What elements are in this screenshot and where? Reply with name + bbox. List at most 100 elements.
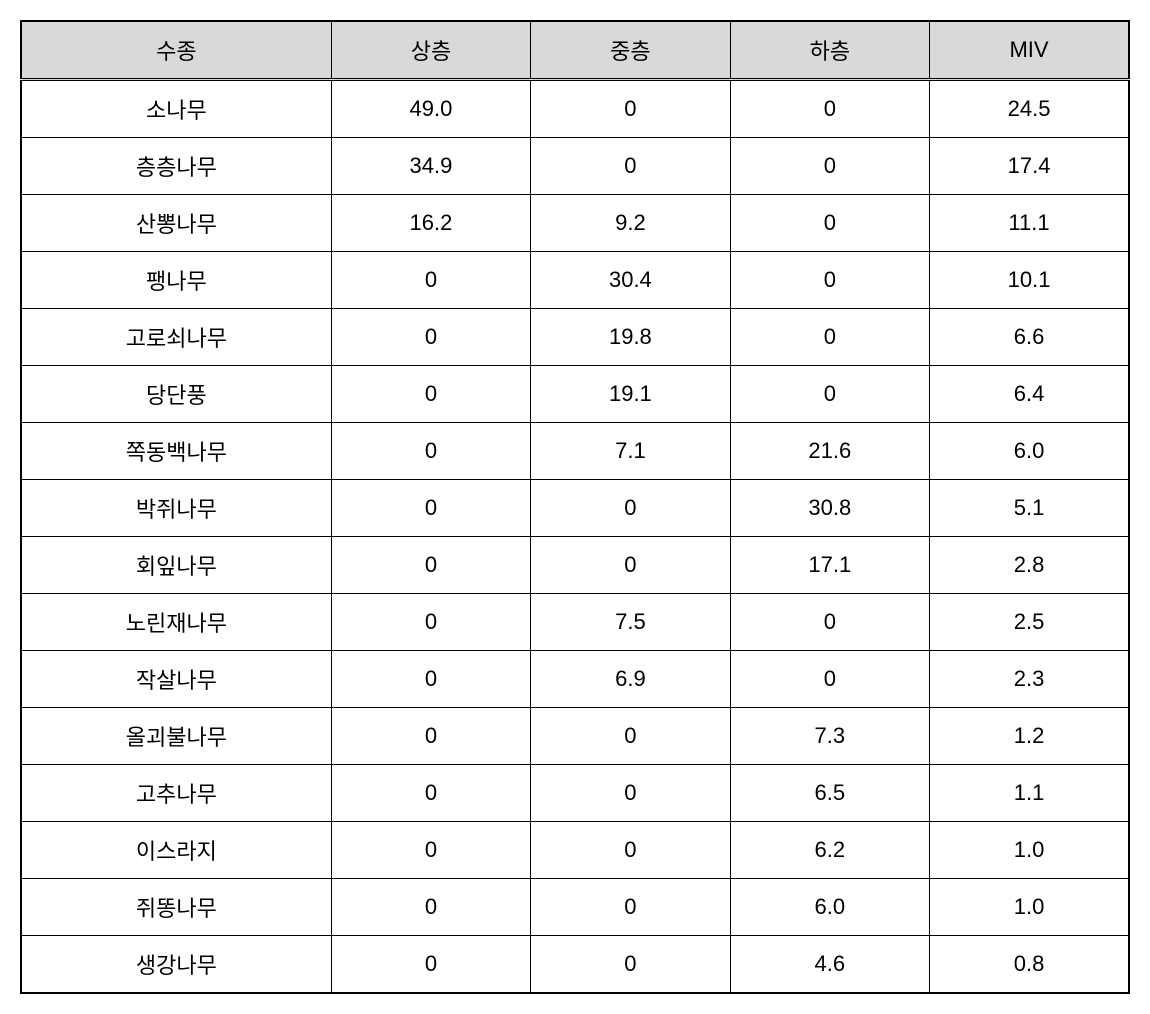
cell-lower: 0 xyxy=(730,252,929,309)
cell-miv: 10.1 xyxy=(930,252,1129,309)
cell-middle: 0 xyxy=(531,765,730,822)
cell-species: 올괴불나무 xyxy=(21,708,331,765)
cell-miv: 2.3 xyxy=(930,651,1129,708)
cell-middle: 0 xyxy=(531,708,730,765)
cell-lower: 6.0 xyxy=(730,879,929,936)
table-row: 올괴불나무007.31.2 xyxy=(21,708,1129,765)
table-row: 당단풍019.106.4 xyxy=(21,366,1129,423)
cell-miv: 6.6 xyxy=(930,309,1129,366)
cell-miv: 1.0 xyxy=(930,822,1129,879)
table-container: 수종 상층 중층 하층 MIV 소나무49.00024.5층층나무34.9001… xyxy=(20,20,1130,994)
cell-miv: 6.4 xyxy=(930,366,1129,423)
table-row: 소나무49.00024.5 xyxy=(21,80,1129,138)
cell-lower: 0 xyxy=(730,309,929,366)
table-row: 팽나무030.4010.1 xyxy=(21,252,1129,309)
cell-upper: 0 xyxy=(331,822,530,879)
cell-middle: 0 xyxy=(531,537,730,594)
cell-species: 소나무 xyxy=(21,80,331,138)
cell-upper: 16.2 xyxy=(331,195,530,252)
cell-miv: 0.8 xyxy=(930,936,1129,994)
cell-middle: 0 xyxy=(531,80,730,138)
cell-lower: 6.5 xyxy=(730,765,929,822)
cell-lower: 21.6 xyxy=(730,423,929,480)
cell-species: 당단풍 xyxy=(21,366,331,423)
cell-species: 회잎나무 xyxy=(21,537,331,594)
table-row: 박쥐나무0030.85.1 xyxy=(21,480,1129,537)
cell-miv: 5.1 xyxy=(930,480,1129,537)
cell-miv: 17.4 xyxy=(930,138,1129,195)
table-row: 이스라지006.21.0 xyxy=(21,822,1129,879)
cell-upper: 0 xyxy=(331,252,530,309)
cell-species: 박쥐나무 xyxy=(21,480,331,537)
cell-middle: 0 xyxy=(531,936,730,994)
cell-species: 고로쇠나무 xyxy=(21,309,331,366)
cell-miv: 2.8 xyxy=(930,537,1129,594)
table-row: 노린재나무07.502.5 xyxy=(21,594,1129,651)
cell-lower: 0 xyxy=(730,138,929,195)
cell-lower: 0 xyxy=(730,195,929,252)
cell-species: 고추나무 xyxy=(21,765,331,822)
cell-upper: 0 xyxy=(331,309,530,366)
cell-miv: 11.1 xyxy=(930,195,1129,252)
cell-middle: 0 xyxy=(531,138,730,195)
table-row: 쥐똥나무006.01.0 xyxy=(21,879,1129,936)
cell-species: 산뽕나무 xyxy=(21,195,331,252)
table-body: 소나무49.00024.5층층나무34.90017.4산뽕나무16.29.201… xyxy=(21,80,1129,994)
header-miv: MIV xyxy=(930,21,1129,80)
cell-upper: 34.9 xyxy=(331,138,530,195)
cell-species: 층층나무 xyxy=(21,138,331,195)
header-species: 수종 xyxy=(21,21,331,80)
cell-miv: 24.5 xyxy=(930,80,1129,138)
table-header-row: 수종 상층 중층 하층 MIV xyxy=(21,21,1129,80)
cell-upper: 0 xyxy=(331,537,530,594)
cell-species: 이스라지 xyxy=(21,822,331,879)
table-row: 층층나무34.90017.4 xyxy=(21,138,1129,195)
cell-lower: 6.2 xyxy=(730,822,929,879)
cell-middle: 30.4 xyxy=(531,252,730,309)
species-table: 수종 상층 중층 하층 MIV 소나무49.00024.5층층나무34.9001… xyxy=(20,20,1130,994)
cell-miv: 6.0 xyxy=(930,423,1129,480)
cell-middle: 6.9 xyxy=(531,651,730,708)
cell-miv: 1.2 xyxy=(930,708,1129,765)
cell-lower: 0 xyxy=(730,594,929,651)
table-row: 산뽕나무16.29.2011.1 xyxy=(21,195,1129,252)
cell-upper: 0 xyxy=(331,879,530,936)
cell-species: 쪽동백나무 xyxy=(21,423,331,480)
cell-species: 작살나무 xyxy=(21,651,331,708)
cell-miv: 2.5 xyxy=(930,594,1129,651)
cell-upper: 0 xyxy=(331,651,530,708)
cell-upper: 0 xyxy=(331,765,530,822)
cell-middle: 0 xyxy=(531,879,730,936)
table-row: 쪽동백나무07.121.66.0 xyxy=(21,423,1129,480)
header-upper: 상층 xyxy=(331,21,530,80)
cell-upper: 0 xyxy=(331,480,530,537)
cell-lower: 0 xyxy=(730,80,929,138)
cell-species: 팽나무 xyxy=(21,252,331,309)
cell-middle: 19.1 xyxy=(531,366,730,423)
cell-miv: 1.0 xyxy=(930,879,1129,936)
cell-lower: 4.6 xyxy=(730,936,929,994)
table-row: 회잎나무0017.12.8 xyxy=(21,537,1129,594)
table-row: 고추나무006.51.1 xyxy=(21,765,1129,822)
cell-upper: 0 xyxy=(331,366,530,423)
cell-upper: 0 xyxy=(331,936,530,994)
cell-species: 노린재나무 xyxy=(21,594,331,651)
cell-lower: 30.8 xyxy=(730,480,929,537)
header-middle: 중층 xyxy=(531,21,730,80)
cell-lower: 7.3 xyxy=(730,708,929,765)
cell-species: 쥐똥나무 xyxy=(21,879,331,936)
cell-middle: 7.5 xyxy=(531,594,730,651)
cell-middle: 0 xyxy=(531,822,730,879)
cell-middle: 19.8 xyxy=(531,309,730,366)
table-row: 작살나무06.902.3 xyxy=(21,651,1129,708)
cell-species: 생강나무 xyxy=(21,936,331,994)
table-row: 생강나무004.60.8 xyxy=(21,936,1129,994)
cell-lower: 17.1 xyxy=(730,537,929,594)
cell-middle: 9.2 xyxy=(531,195,730,252)
cell-upper: 0 xyxy=(331,594,530,651)
cell-lower: 0 xyxy=(730,651,929,708)
cell-lower: 0 xyxy=(730,366,929,423)
header-lower: 하층 xyxy=(730,21,929,80)
cell-miv: 1.1 xyxy=(930,765,1129,822)
cell-upper: 49.0 xyxy=(331,80,530,138)
